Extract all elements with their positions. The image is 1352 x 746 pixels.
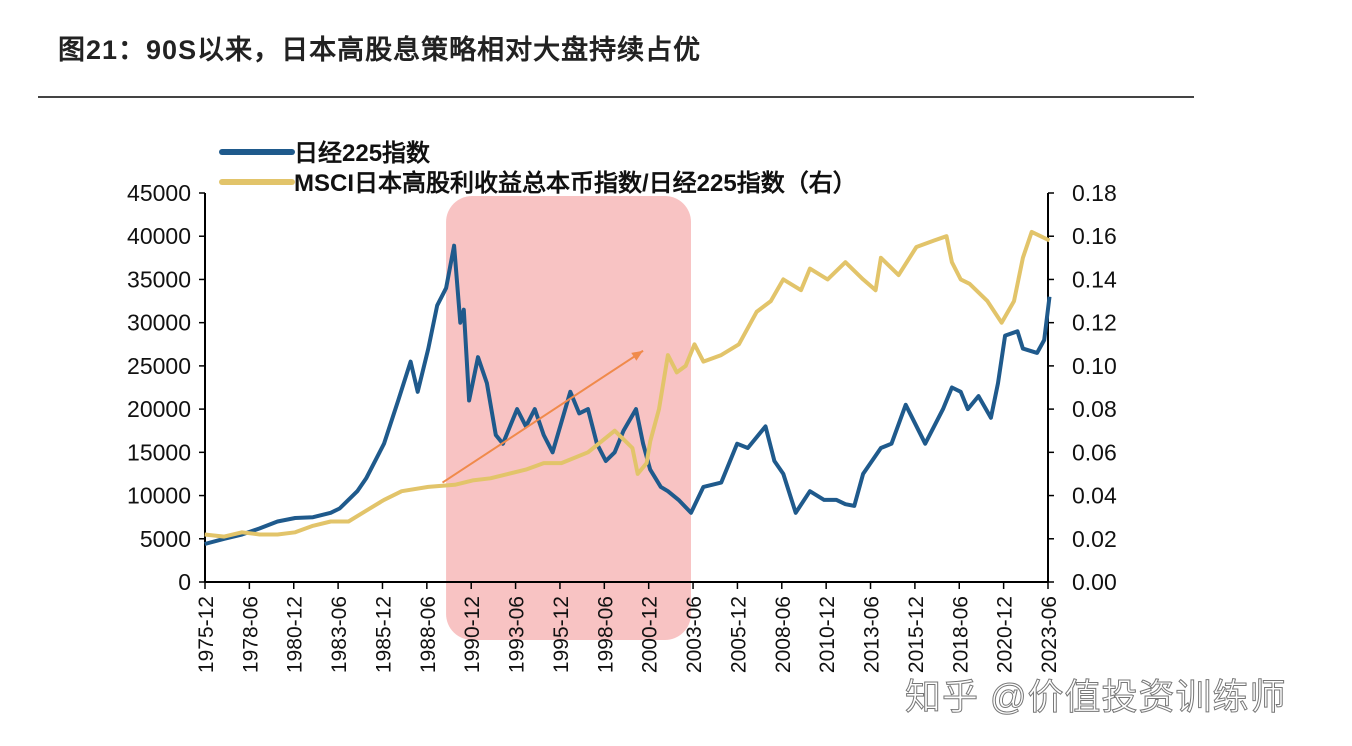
x-tick-label: 1990-12 (461, 596, 484, 673)
y2-tick-label: 0.18 (1072, 180, 1117, 206)
x-tick-label: 2000-12 (639, 596, 662, 673)
legend-label: MSCI日本高股利收益总本币指数/日经225指数（右） (294, 169, 857, 197)
highlight-region (446, 196, 691, 640)
x-tick-label: 1995-12 (550, 596, 573, 673)
y2-tick-label: 0.12 (1072, 310, 1117, 336)
series-line-1 (204, 243, 1052, 546)
y-tick-label: 45000 (127, 180, 191, 206)
x-tick-label: 1980-12 (284, 596, 307, 673)
y-tick-label: 20000 (127, 396, 191, 422)
y2-tick-label: 0.08 (1072, 396, 1117, 422)
y-tick-label: 35000 (127, 266, 191, 292)
y2-tick-label: 0.06 (1072, 439, 1117, 465)
x-tick-label: 1975-12 (195, 596, 218, 673)
x-tick-label: 1983-06 (328, 596, 351, 673)
y2-tick-label: 0.10 (1072, 353, 1117, 379)
y-tick-label: 30000 (127, 310, 191, 336)
watermark: 知乎 @价值投资训练师 (905, 676, 1287, 718)
x-tick-label: 2008-06 (772, 596, 795, 673)
trend-arrowhead (631, 350, 644, 361)
series-line-2 (204, 229, 1051, 539)
y-tick-label: 15000 (127, 439, 191, 465)
x-tick-label: 1998-06 (594, 596, 617, 673)
y-tick-label: 40000 (127, 223, 191, 249)
x-tick-label: 2015-12 (905, 596, 928, 673)
x-tick-label: 2003-06 (683, 596, 706, 673)
x-tick-label: 2023-06 (1038, 596, 1061, 673)
x-tick-label: 1993-06 (506, 596, 529, 673)
x-tick-label: 1985-12 (372, 596, 395, 673)
legend-label: 日经225指数 (294, 139, 431, 167)
title-divider (38, 96, 1194, 98)
x-tick-label: 2020-12 (994, 596, 1017, 673)
chart-title: 图21：90S以来，日本高股息策略相对大盘持续占优 (58, 35, 702, 65)
trend-arrow (441, 349, 644, 484)
y2-tick-label: 0.02 (1072, 526, 1117, 552)
y-tick-label: 5000 (140, 526, 191, 552)
x-tick-label: 1988-06 (417, 596, 440, 673)
x-tick-label: 2013-06 (861, 596, 884, 673)
x-tick-label: 2005-12 (727, 596, 750, 673)
y-tick-label: 10000 (127, 483, 191, 509)
y2-tick-label: 0.14 (1072, 266, 1117, 292)
y2-tick-label: 0.16 (1072, 223, 1117, 249)
x-tick-label: 1978-06 (239, 596, 262, 673)
y2-tick-label: 0.00 (1072, 569, 1117, 595)
x-tick-label: 2010-12 (816, 596, 839, 673)
y-tick-label: 25000 (127, 353, 191, 379)
y-tick-label: 0 (178, 569, 191, 595)
y2-tick-label: 0.04 (1072, 483, 1117, 509)
x-tick-label: 2018-06 (949, 596, 972, 673)
